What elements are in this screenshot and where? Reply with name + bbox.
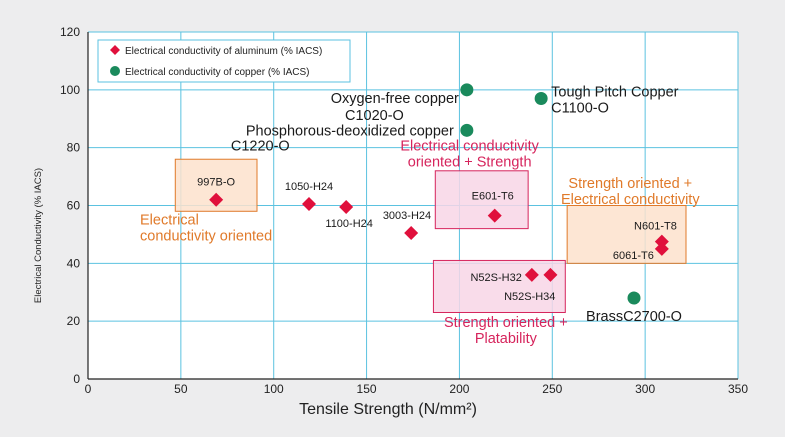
point-label: C1220-O xyxy=(231,138,290,154)
x-tick-label: 50 xyxy=(174,382,188,396)
y-tick-label: 0 xyxy=(73,372,80,386)
x-tick-label: 200 xyxy=(449,382,469,396)
region-annotation-line: oriented + Strength xyxy=(408,155,532,171)
region-annotation-line: Strength oriented + xyxy=(568,176,692,192)
legend-box xyxy=(97,39,351,83)
highlight-region-2 xyxy=(434,170,529,230)
aluminum-point xyxy=(654,241,669,256)
legend-label: Electrical conductivity of copper (% IAC… xyxy=(125,67,310,78)
aluminum-point xyxy=(487,208,502,223)
copper-point xyxy=(627,291,641,305)
region-annotation-line: Electrical conductivity xyxy=(561,192,700,208)
copper-point xyxy=(460,83,474,97)
region-annotation-line: Platability xyxy=(475,331,538,347)
point-label: E601-T6 xyxy=(472,191,514,203)
point-labels: 997B-O 1050-H24 1100-H24 3003-H24 E601-T6 N52… xyxy=(197,85,682,326)
point-label: 3003-H24 xyxy=(383,210,431,222)
aluminum-point xyxy=(524,267,539,282)
highlight-regions xyxy=(174,158,687,313)
aluminum-point xyxy=(654,234,669,249)
legend: Electrical conductivity of aluminum (% I… xyxy=(97,39,351,83)
point-label: 1100-H24 xyxy=(325,218,373,230)
y-tick-label: 120 xyxy=(60,25,80,39)
legend-marker-copper xyxy=(110,66,120,76)
aluminum-point xyxy=(209,192,224,207)
copper-point xyxy=(534,92,548,106)
point-label: 6061-T6 xyxy=(613,250,654,262)
point-label: 997B-O xyxy=(197,177,235,189)
copper-point xyxy=(460,123,474,137)
axes: 0 50 100 150 200 250 300 350 0 20 40 60 80 100 120 Tens… xyxy=(33,25,748,418)
x-tick-label: 250 xyxy=(542,382,562,396)
region-annotation-line: Electrical conductivity xyxy=(400,139,539,155)
y-tick-label: 80 xyxy=(67,141,81,155)
aluminum-point xyxy=(339,199,354,214)
point-label: C1100-O xyxy=(551,101,609,117)
aluminum-point xyxy=(302,197,316,212)
legend-marker-aluminum xyxy=(110,45,120,55)
point-label: N601-T8 xyxy=(634,221,677,233)
point-label: N52S-H32 xyxy=(470,272,521,284)
x-tick-label: 0 xyxy=(85,382,92,396)
region-annotation-line: Strength oriented + xyxy=(444,315,568,331)
aluminum-point xyxy=(543,267,558,282)
point-label: Phosphorous-deoxidized copper xyxy=(246,123,454,139)
region-annotation-line: conductivity oriented xyxy=(140,228,272,244)
x-tick-label: 100 xyxy=(264,382,284,396)
y-tick-label: 40 xyxy=(67,256,81,270)
point-label: 1050-H24 xyxy=(285,181,333,193)
point-label: Oxygen-free copper xyxy=(331,91,459,107)
point-label: C1020-O xyxy=(345,108,404,124)
data-marks xyxy=(209,83,669,305)
region-annotation-line: Electrical xyxy=(140,212,199,228)
highlight-region-4 xyxy=(432,259,566,313)
legend-label: Electrical conductivity of aluminum (% I… xyxy=(125,46,322,57)
highlight-region-3 xyxy=(566,205,687,264)
y-tick-label: 100 xyxy=(60,83,80,97)
point-label: N52S-H34 xyxy=(504,291,555,303)
x-axis-title: Tensile Strength (N/mm²) xyxy=(299,401,477,418)
y-tick-label: 60 xyxy=(67,199,81,213)
y-tick-label: 20 xyxy=(67,314,81,328)
x-tick-label: 300 xyxy=(635,382,655,396)
point-label: BrassC2700-O xyxy=(586,309,682,325)
x-tick-label: 350 xyxy=(728,382,748,396)
aluminum-point xyxy=(404,225,419,240)
x-tick-label: 150 xyxy=(357,382,377,396)
point-label: Tough Pitch Copper xyxy=(551,85,679,101)
y-axis-title: Electrical Conductivity (% IACS) xyxy=(33,168,44,303)
